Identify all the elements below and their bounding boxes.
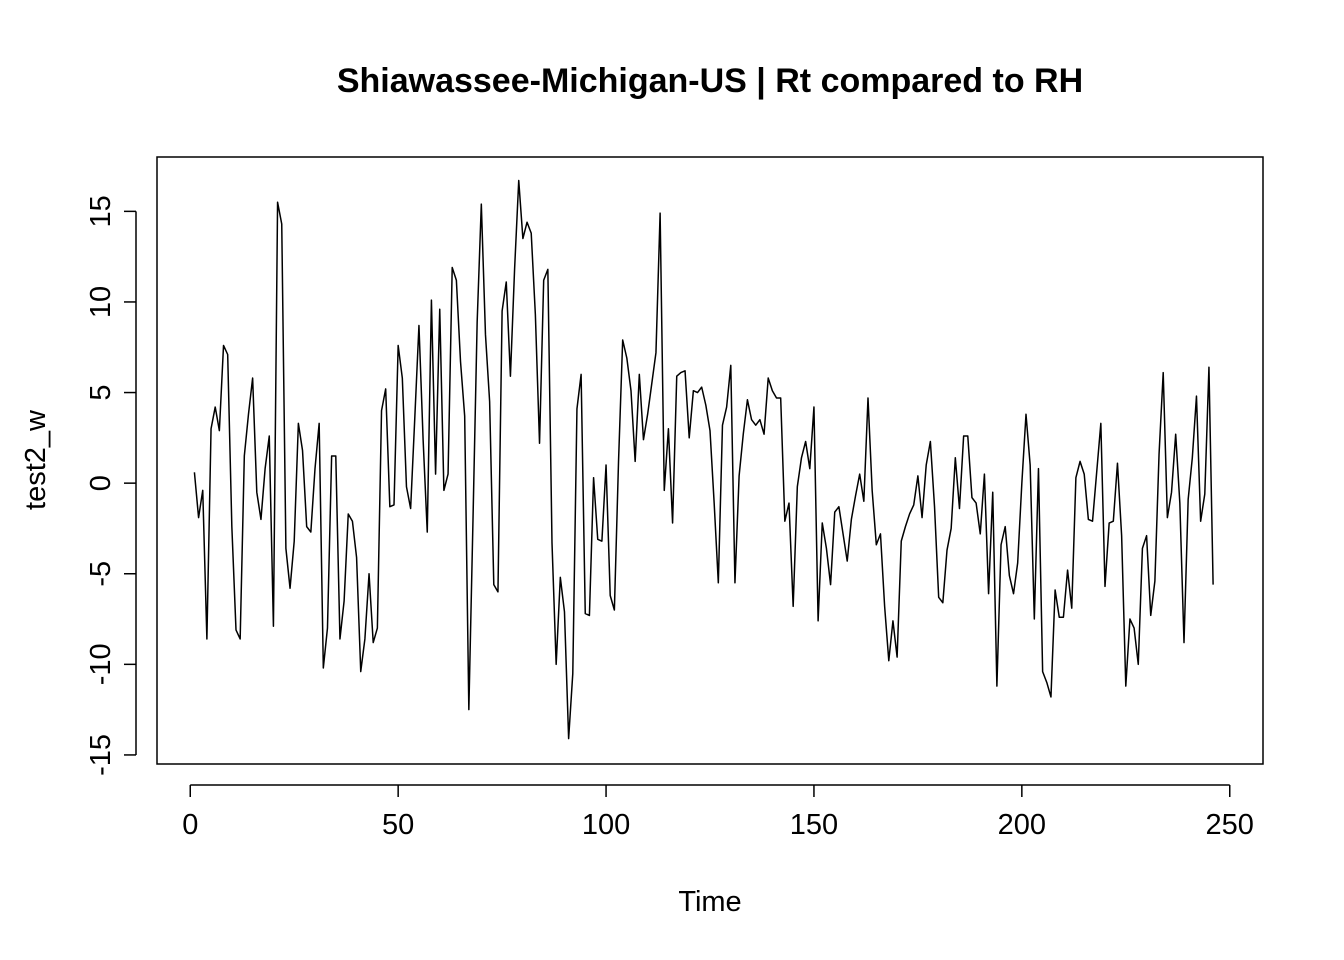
y-tick-label: -10	[85, 643, 117, 685]
x-tick-label: 200	[998, 809, 1046, 841]
y-axis: -15 -10 -5 0 5 10 15	[85, 195, 137, 776]
plot-frame	[156, 156, 1264, 765]
y-tick-label: 15	[85, 195, 117, 227]
x-tick-label: 100	[582, 809, 630, 841]
series-line	[193, 179, 1214, 740]
x-axis-label: Time	[678, 886, 741, 918]
y-tick-label: -5	[85, 561, 117, 587]
y-tick-label: -15	[85, 734, 117, 776]
x-tick-label: 250	[1206, 809, 1254, 841]
y-tick-label: 0	[85, 475, 117, 491]
x-tick-label: 150	[790, 809, 838, 841]
x-tick-label: 0	[182, 809, 198, 841]
y-tick-label: 10	[85, 286, 117, 318]
x-tick-label: 50	[382, 809, 414, 841]
y-axis-label: test2_w	[20, 409, 52, 510]
chart-title: Shiawassee-Michigan-US | Rt compared to …	[337, 62, 1083, 100]
x-axis: 0 50 100 150 200 250	[182, 784, 1254, 841]
y-tick-label: 5	[85, 384, 117, 400]
